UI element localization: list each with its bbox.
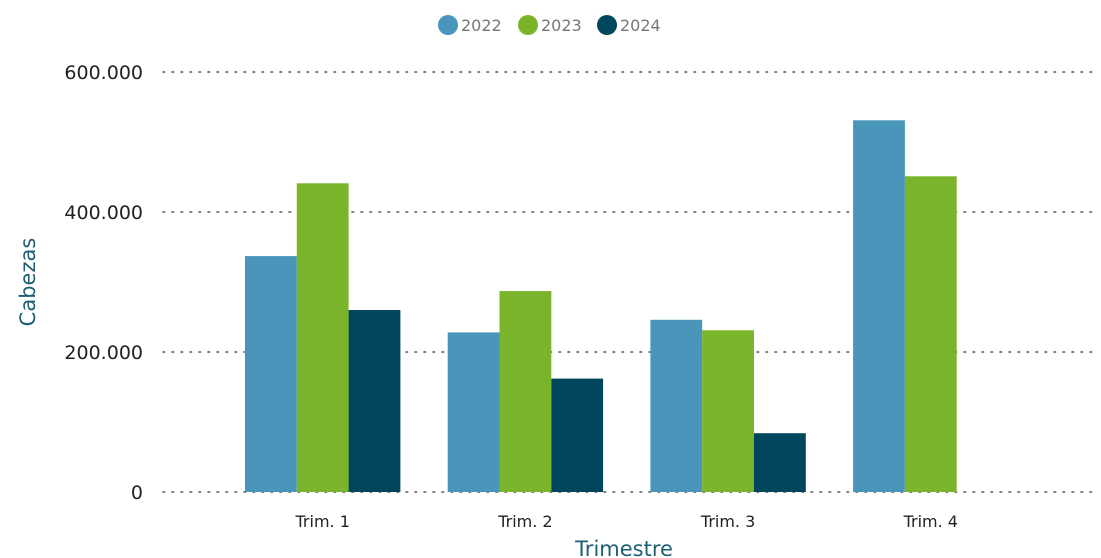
y-tick-label: 200.000 [64, 342, 143, 364]
bar-2022-2 [447, 332, 500, 492]
bar-2023-4 [904, 176, 957, 493]
bar-2023-2 [499, 291, 552, 492]
bar-2022-4 [853, 120, 905, 493]
x-tick-label: Trim. 4 [903, 512, 958, 531]
legend-marker-2022 [438, 15, 458, 35]
bar-2024-2 [551, 378, 604, 492]
x-axis-title: Trimestre [574, 537, 673, 558]
y-tick-label: 0 [131, 482, 143, 504]
y-axis-ticks: 0 200.000 400.000 600.000 [64, 62, 143, 504]
legend-marker-2023 [518, 15, 538, 35]
x-tick-label: Trim. 1 [295, 512, 350, 531]
x-tick-label: Trim. 3 [700, 512, 755, 531]
legend-marker-2024 [597, 15, 617, 35]
bar-2022-3 [650, 319, 703, 492]
legend-label-2022: 2022 [461, 16, 502, 35]
legend-label-2024: 2024 [620, 16, 661, 35]
bar-2022-1 [245, 256, 297, 492]
bars [245, 120, 957, 493]
legend-label-2023: 2023 [541, 16, 582, 35]
y-axis-title: Cabezas [16, 238, 40, 327]
bar-2024-1 [348, 310, 401, 492]
bar-2024-3 [754, 433, 806, 492]
bar-2023-1 [296, 183, 349, 493]
y-tick-label: 600.000 [64, 62, 143, 84]
x-tick-label: Trim. 2 [497, 512, 552, 531]
legend: 2022 2023 2024 [438, 15, 661, 35]
bar-2023-3 [702, 330, 754, 492]
y-tick-label: 400.000 [64, 202, 143, 224]
x-axis-ticks: Trim. 1 Trim. 2 Trim. 3 Trim. 4 [295, 512, 958, 531]
